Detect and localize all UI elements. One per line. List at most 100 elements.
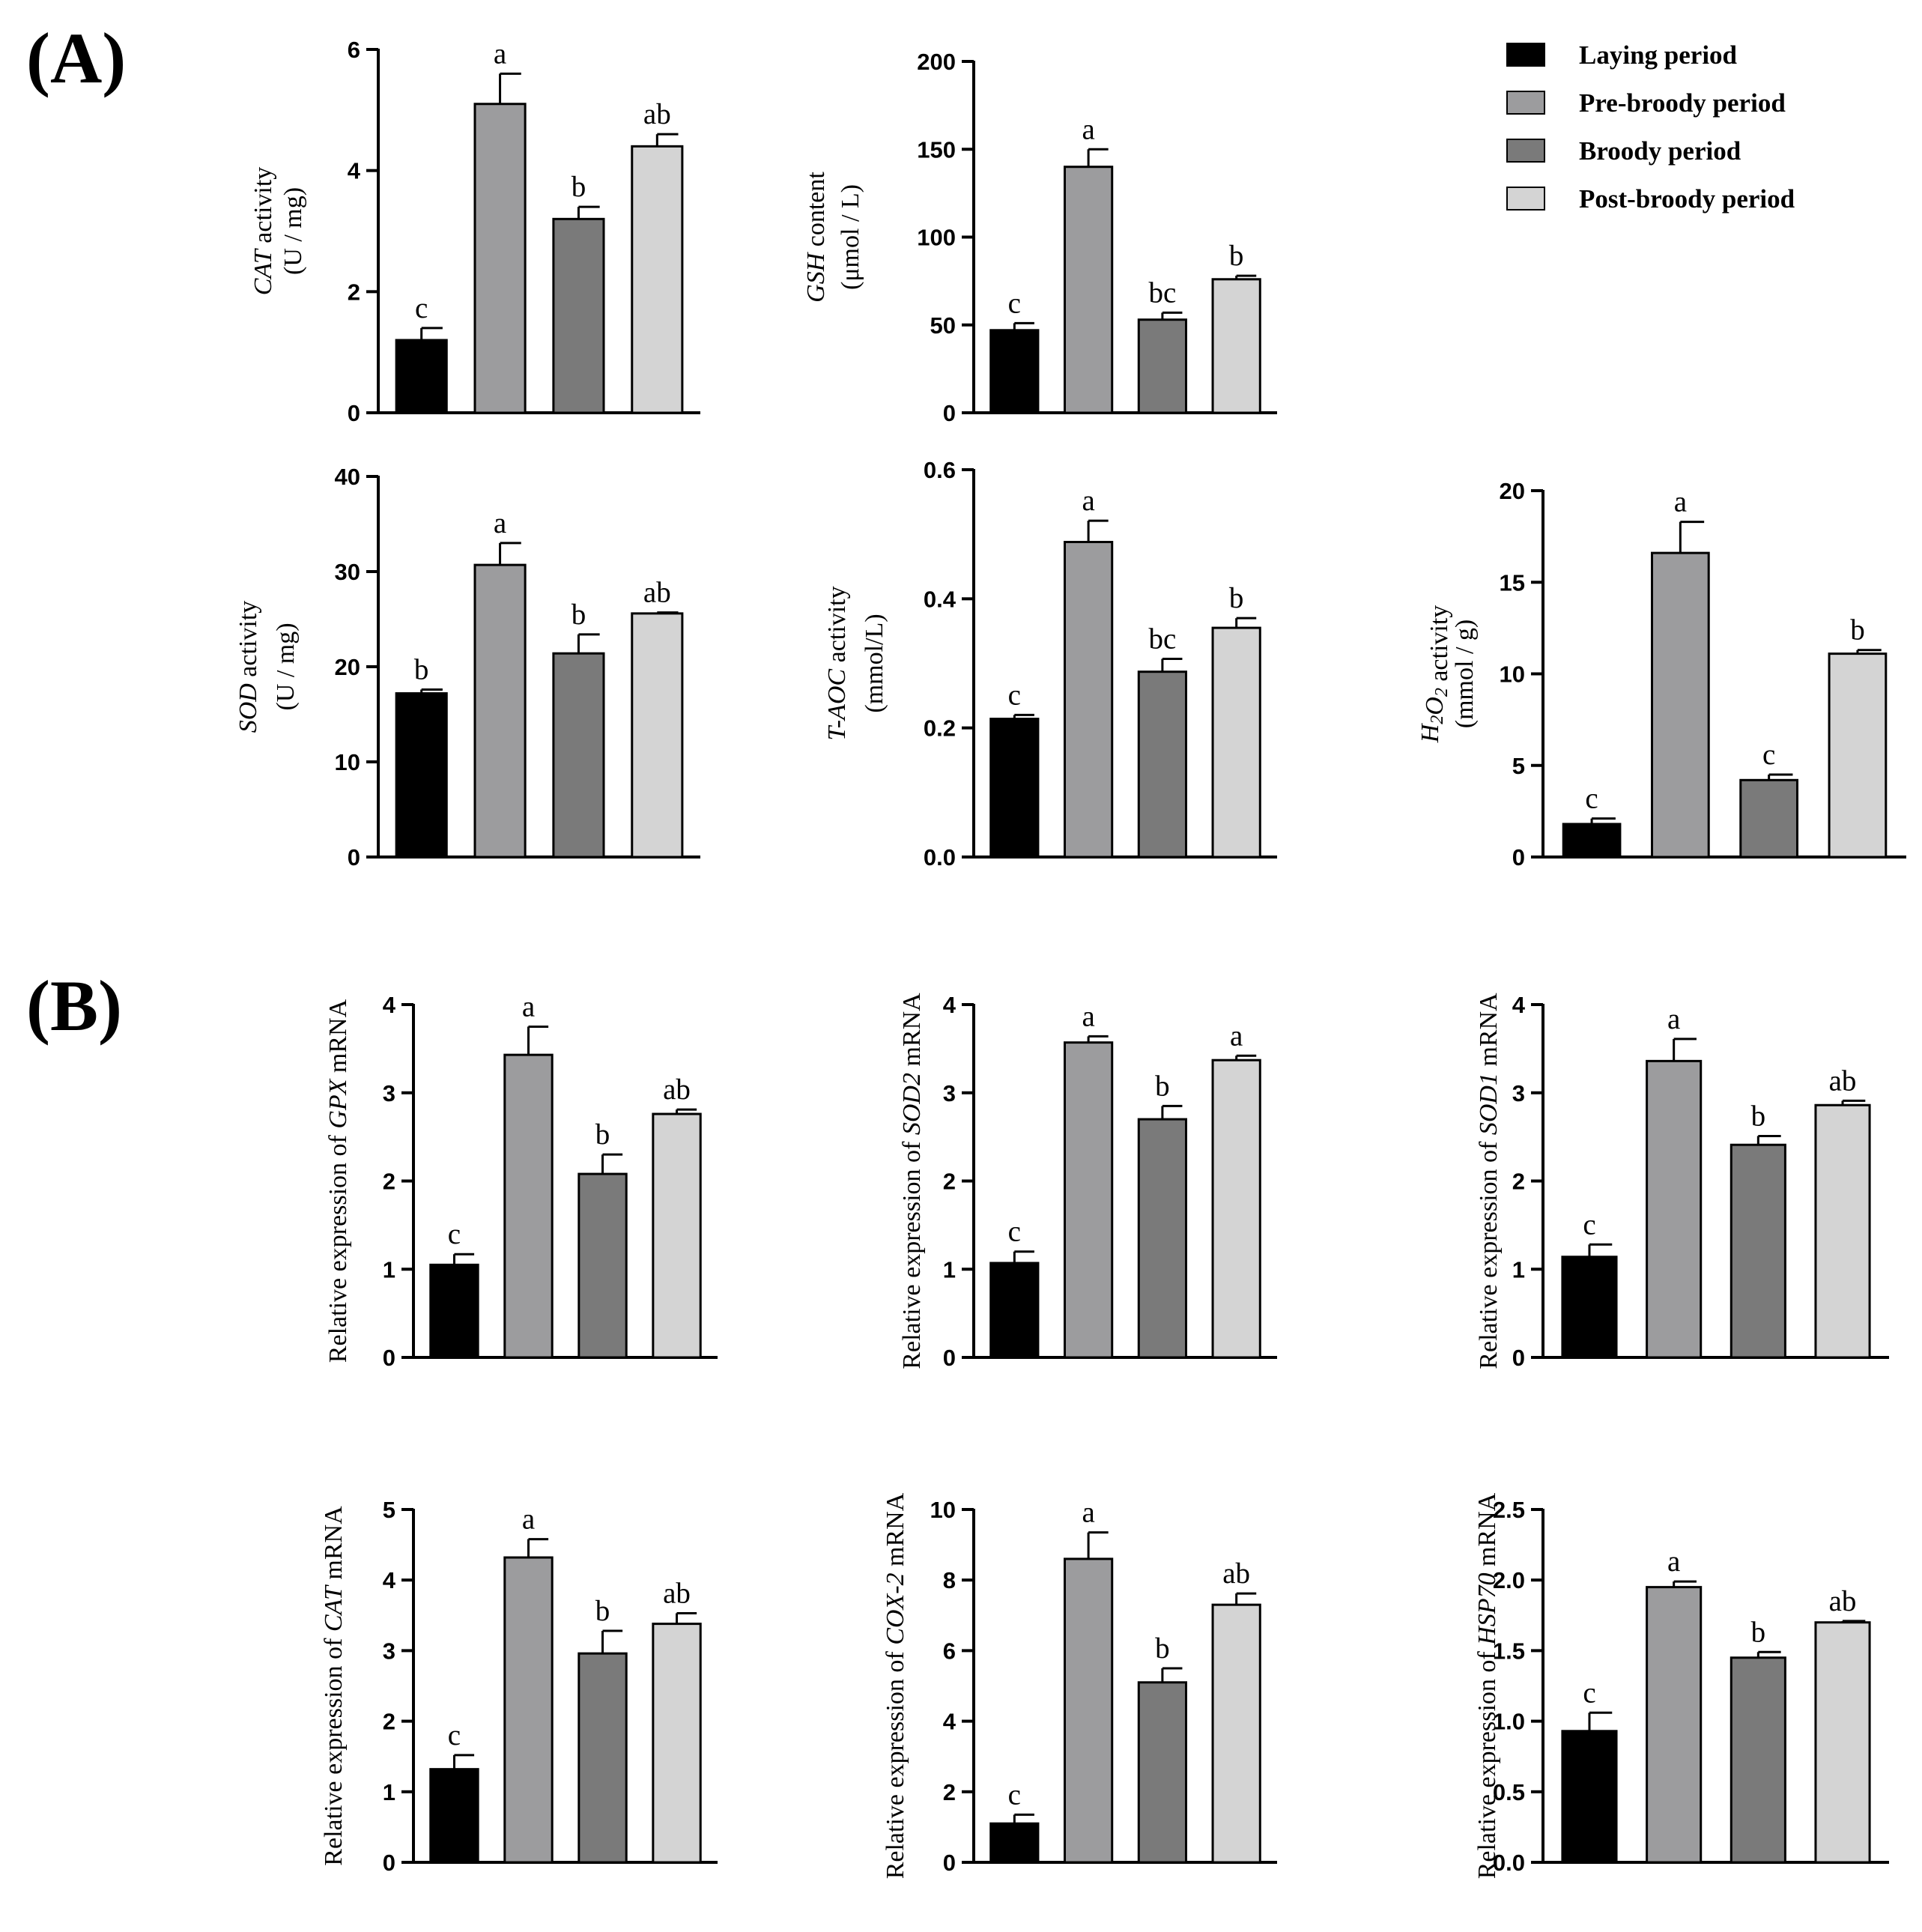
significance-label: ab — [1222, 1557, 1250, 1590]
y-axis-label: CAT activity — [249, 167, 277, 296]
significance-label: b — [572, 171, 586, 203]
y-tick-label: 40 — [335, 464, 360, 490]
bar-3 — [1137, 1118, 1188, 1359]
legend-swatch-post-broody — [1506, 187, 1545, 211]
y-tick-label: 0.0 — [924, 844, 956, 870]
significance-label: bc — [1148, 276, 1176, 309]
bar-2 — [1064, 1041, 1114, 1359]
y-axis-label: Relative expression of SOD1 mRNA — [1475, 993, 1503, 1369]
y-tick-label: 2.0 — [1493, 1567, 1525, 1593]
significance-label: c — [1008, 1216, 1021, 1248]
significance-label: b — [1155, 1070, 1170, 1102]
y-tick-label: 1 — [1512, 1256, 1525, 1283]
bar-2 — [1651, 551, 1710, 859]
legend-label-pre-broody: Pre-broody period — [1579, 88, 1786, 118]
significance-label: c — [448, 1719, 461, 1751]
significance-label: bc — [1148, 623, 1176, 655]
bar-1 — [395, 339, 448, 414]
y-axis-unit: (U / mg) — [279, 187, 307, 275]
significance-label: c — [1008, 287, 1021, 319]
legend-item-post-broody: Post-broody period — [1506, 184, 1795, 214]
y-tick-label: 5 — [1512, 753, 1525, 779]
bar-3 — [552, 217, 605, 414]
significance-label: c — [1008, 1778, 1021, 1811]
bar-4 — [631, 612, 684, 859]
bar-3 — [1137, 318, 1188, 414]
chart-gsh-content: 0 50 100 150 200 GSH content (μmol / L) c a bc b — [802, 49, 1277, 426]
y-tick-label: 0 — [943, 1850, 956, 1876]
significance-label: b — [414, 653, 429, 685]
significance-label: a — [494, 37, 506, 70]
significance-label: ab — [643, 577, 671, 609]
significance-label: a — [1082, 485, 1094, 517]
significance-label: a — [1082, 113, 1094, 145]
y-tick-label: 2 — [383, 1169, 395, 1195]
bar-4 — [1828, 652, 1888, 859]
bar-4 — [1211, 278, 1261, 414]
significance-label: a — [494, 507, 506, 539]
significance-label: b — [572, 599, 586, 631]
y-tick-label: 0 — [1512, 1345, 1525, 1371]
bar-2 — [473, 563, 527, 859]
bar-3 — [577, 1172, 628, 1359]
chart-taoc-activity: 0.0 0.2 0.4 0.6 T-AOC activity (mmol/L) c a bc b — [823, 457, 1277, 870]
y-tick-label: 1.0 — [1493, 1709, 1525, 1735]
y-tick-label: 5 — [383, 1497, 395, 1523]
y-tick-label: 4 — [1512, 992, 1526, 1018]
y-tick-label: 0 — [943, 1345, 956, 1371]
y-tick-label: 3 — [1512, 1080, 1525, 1106]
y-tick-label: 1.5 — [1493, 1638, 1525, 1664]
bar-1 — [989, 329, 1040, 414]
y-axis-label: Relative expression of GPX mRNA — [324, 999, 352, 1363]
y-tick-label: 10 — [930, 1497, 956, 1523]
bar-3 — [1730, 1656, 1786, 1864]
y-tick-label: 0 — [383, 1850, 395, 1876]
y-tick-label: 6 — [348, 37, 360, 63]
significance-label: b — [1155, 1632, 1170, 1665]
bar-3 — [552, 652, 605, 859]
panel-label-a: (A) — [26, 18, 126, 98]
y-tick-label: 4 — [348, 158, 361, 184]
legend-label-laying: Laying period — [1579, 40, 1738, 70]
chart-cox2-mrna: 0 2 4 6 8 10 Relative expression of COX-2 mRNA… — [882, 1492, 1277, 1879]
legend-label-broody: Broody period — [1579, 136, 1741, 166]
legend-item-broody: Broody period — [1506, 136, 1741, 166]
significance-label: ab — [1829, 1585, 1857, 1617]
bar-4 — [1814, 1621, 1871, 1864]
y-axis-label: T-AOC activity — [823, 586, 851, 740]
bar-4 — [652, 1112, 702, 1359]
bar-2 — [1646, 1059, 1703, 1359]
bar-1 — [1561, 1730, 1618, 1864]
significance-label: a — [1667, 1003, 1680, 1035]
bar-3 — [1137, 1681, 1188, 1864]
bar-2 — [1064, 166, 1114, 414]
bar-4 — [652, 1623, 702, 1864]
significance-label: b — [595, 1595, 610, 1627]
y-axis-unit: (U / mg) — [272, 623, 300, 710]
panel-label-b: (B) — [26, 966, 122, 1046]
y-axis-label: Relative expression of COX-2 mRNA — [882, 1492, 909, 1879]
bar-4 — [1211, 1059, 1261, 1359]
y-tick-label: 0.0 — [1493, 1850, 1525, 1876]
chart-sod2-mrna: 0 1 2 3 4 Relative expression of SOD2 mRNA c a b… — [898, 992, 1277, 1371]
significance-label: ab — [643, 98, 671, 130]
y-tick-label: 3 — [943, 1080, 956, 1106]
significance-label: b — [1751, 1100, 1766, 1132]
y-tick-label: 3 — [383, 1080, 395, 1106]
significance-label: c — [415, 292, 428, 324]
y-tick-label: 150 — [917, 136, 956, 163]
bar-2 — [473, 103, 527, 414]
y-axis-unit: (μmol / L) — [837, 184, 864, 290]
y-tick-label: 0.6 — [924, 457, 956, 483]
significance-label: c — [1583, 1208, 1595, 1241]
bar-1 — [395, 692, 448, 859]
bar-1 — [989, 1822, 1040, 1864]
bar-2 — [1064, 541, 1114, 859]
y-axis-label: SOD activity — [234, 601, 262, 733]
